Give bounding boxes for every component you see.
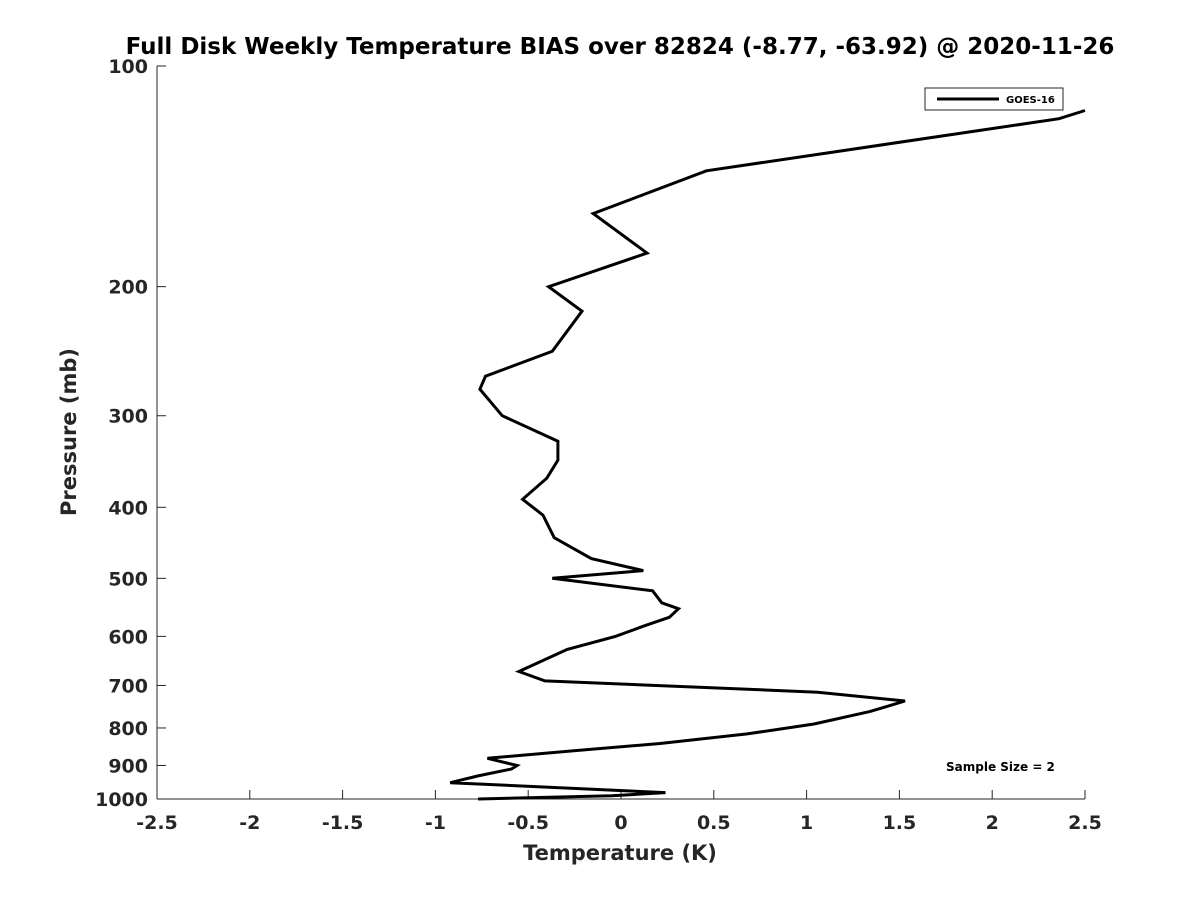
x-axis-label: Temperature (K) — [523, 841, 717, 865]
y-tick-label: 700 — [108, 675, 148, 697]
y-tick-label: 800 — [108, 718, 148, 740]
x-tick-label: 1.5 — [883, 812, 917, 834]
x-tick-label: -1 — [425, 812, 446, 834]
axes — [156, 66, 1085, 800]
x-tick-label: 2.5 — [1068, 812, 1102, 834]
y-axis-label: Pressure (mb) — [57, 348, 81, 516]
sample-size-annotation: Sample Size = 2 — [946, 760, 1055, 774]
x-tick-label: 1 — [800, 812, 813, 834]
chart-title: Full Disk Weekly Temperature BIAS over 8… — [126, 34, 1115, 60]
x-tick-label: -0.5 — [507, 812, 549, 834]
y-tick-label: 1000 — [95, 789, 148, 811]
x-tick-label: -2.5 — [136, 812, 178, 834]
series-line-1 — [449, 109, 1086, 801]
x-tick-label: -1.5 — [322, 812, 364, 834]
y-tick-label: 600 — [108, 626, 148, 648]
y-tick-label: 200 — [108, 277, 148, 299]
x-tick-label: -2 — [239, 812, 260, 834]
legend-label: GOES-16 — [1006, 95, 1055, 106]
series-layer — [449, 109, 1086, 801]
x-tick-label: 0.5 — [697, 812, 731, 834]
y-tick-label: 400 — [108, 497, 148, 519]
x-tick-label: 0 — [614, 812, 627, 834]
y-tick-label: 100 — [108, 56, 148, 78]
x-tick-label: 2 — [986, 812, 999, 834]
y-tick-label: 300 — [108, 406, 148, 428]
ticks: -2.5 -2 -1.5 -1 -0.5 0 0.5 1 1.5 2 2.5 100 200 300 400… — [95, 56, 1102, 834]
legend: GOES-16 — [924, 87, 1064, 111]
y-tick-label: 900 — [108, 755, 148, 777]
y-tick-label: 500 — [108, 568, 148, 590]
